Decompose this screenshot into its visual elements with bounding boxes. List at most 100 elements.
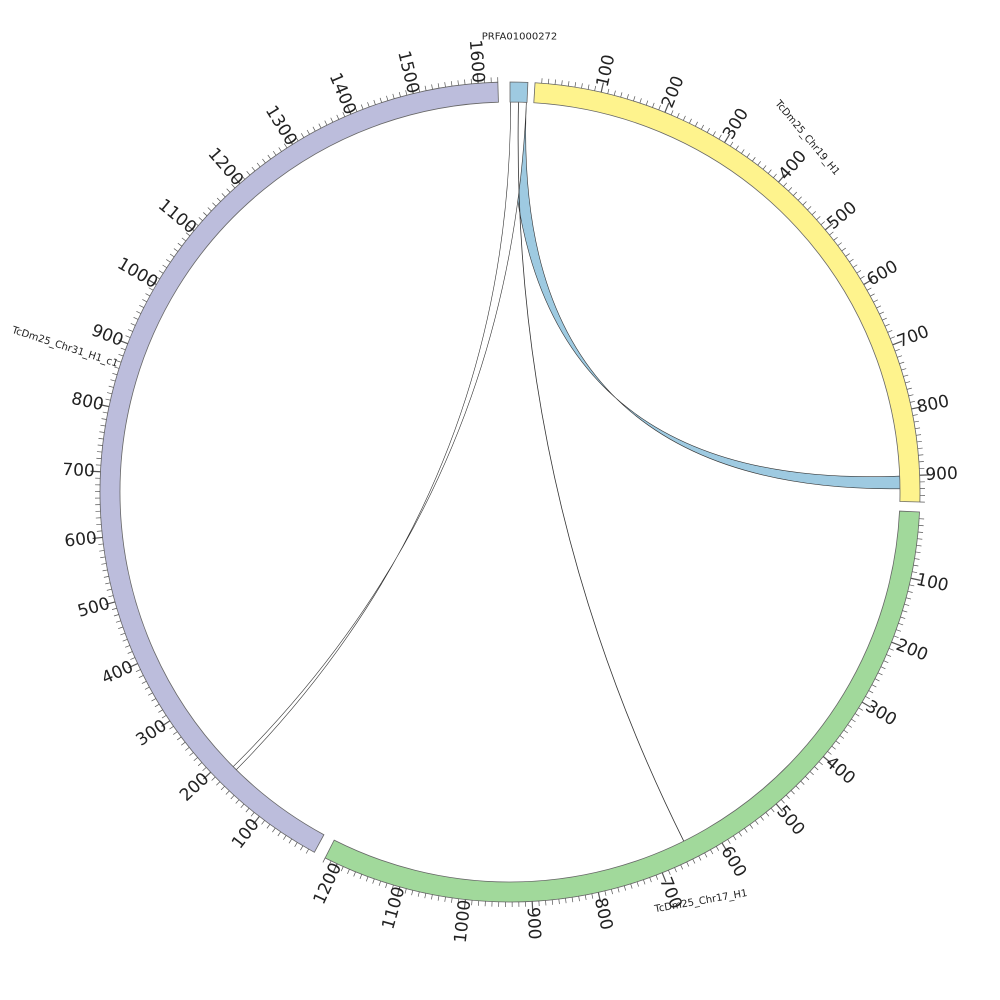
minor-tick	[418, 87, 421, 93]
minor-tick	[235, 799, 240, 804]
minor-tick	[793, 191, 798, 196]
minor-tick	[162, 264, 167, 269]
minor-tick	[324, 120, 328, 126]
minor-tick	[790, 790, 795, 795]
minor-tick	[551, 899, 554, 905]
minor-tick	[272, 827, 276, 833]
major-tick	[92, 536, 103, 540]
minor-tick	[890, 336, 895, 339]
minor-tick	[181, 741, 186, 746]
minor-tick	[444, 82, 446, 88]
minor-tick	[120, 347, 126, 351]
minor-tick	[887, 330, 893, 333]
minor-tick	[913, 564, 919, 567]
tick-label: 700	[62, 460, 95, 482]
minor-tick	[902, 610, 908, 613]
minor-tick	[704, 852, 708, 858]
minor-tick	[811, 211, 816, 216]
minor-tick	[607, 88, 610, 94]
tick-label: 600	[716, 843, 750, 881]
major-tick	[721, 842, 728, 852]
minor-tick	[820, 221, 825, 226]
minor-tick	[578, 896, 580, 902]
minor-tick	[141, 680, 147, 684]
minor-tick	[105, 398, 111, 401]
minor-tick	[910, 400, 916, 403]
minor-tick	[901, 368, 907, 371]
minor-tick	[854, 713, 860, 717]
tick-label: 1500	[393, 49, 423, 96]
minor-tick	[904, 603, 910, 606]
minor-tick	[106, 588, 112, 591]
minor-tick	[692, 858, 696, 864]
minor-tick	[194, 222, 199, 226]
minor-tick	[567, 81, 570, 87]
arc-TcDm25_Chr17_H1	[324, 510, 920, 903]
minor-tick	[169, 725, 174, 730]
minor-tick	[97, 444, 103, 446]
minor-tick	[623, 885, 627, 891]
minor-tick	[795, 785, 800, 790]
minor-tick	[185, 747, 190, 751]
minor-tick	[841, 247, 846, 252]
minor-tick	[111, 607, 117, 610]
minor-tick	[437, 83, 440, 89]
minor-tick	[670, 110, 674, 116]
minor-tick	[866, 287, 872, 291]
minor-tick	[851, 718, 856, 723]
minor-tick	[118, 354, 124, 357]
minor-tick	[261, 820, 265, 825]
minor-tick	[783, 182, 788, 187]
minor-tick	[833, 236, 838, 241]
minor-tick	[831, 745, 836, 750]
major-tick	[664, 102, 670, 113]
tick-label: 200	[658, 73, 689, 111]
minor-tick	[301, 133, 305, 138]
minor-tick	[207, 207, 212, 212]
major-tick	[822, 756, 832, 764]
tick-label: 300	[862, 697, 900, 731]
minor-tick	[139, 305, 144, 308]
minor-tick	[112, 372, 118, 376]
minor-tick	[202, 767, 207, 772]
labels-layer: 1002003004005006007008009001002003004005…	[9, 32, 958, 944]
link-PRFA01000272-to-TcDm25_Chr31_H1_c1	[232, 101, 527, 771]
minor-tick	[882, 317, 887, 321]
minor-tick	[770, 807, 775, 813]
minor-tick	[871, 684, 877, 688]
minor-tick	[760, 816, 764, 821]
tick-label: 1100	[378, 885, 409, 932]
minor-tick	[360, 104, 364, 110]
minor-tick	[818, 761, 823, 766]
major-tick	[775, 803, 784, 812]
minor-tick	[189, 752, 194, 756]
minor-tick	[757, 161, 761, 166]
major-tick	[911, 406, 922, 410]
minor-tick	[858, 707, 864, 711]
major-tick	[863, 278, 873, 286]
minor-tick	[896, 629, 902, 632]
major-tick	[778, 174, 786, 183]
minor-tick	[633, 96, 636, 102]
minor-tick	[336, 114, 340, 120]
minor-tick	[917, 447, 923, 449]
minor-tick	[161, 715, 167, 719]
minor-tick	[752, 157, 756, 162]
minor-tick	[318, 123, 322, 129]
minor-tick	[749, 824, 754, 829]
minor-tick	[198, 217, 203, 221]
minor-tick	[762, 165, 767, 170]
minor-tick	[110, 379, 116, 382]
minor-tick	[125, 335, 131, 338]
minor-tick	[893, 635, 899, 639]
ticks-layer	[90, 73, 930, 912]
sequence-label-PRFA01000272: PRFA01000272	[482, 32, 558, 43]
minor-tick	[283, 835, 287, 840]
minor-tick	[626, 94, 629, 100]
major-tick	[286, 135, 294, 145]
tick-label: 400	[821, 753, 859, 789]
minor-tick	[154, 703, 160, 708]
minor-tick	[706, 127, 710, 133]
minor-tick	[900, 616, 906, 619]
minor-tick	[392, 93, 395, 99]
